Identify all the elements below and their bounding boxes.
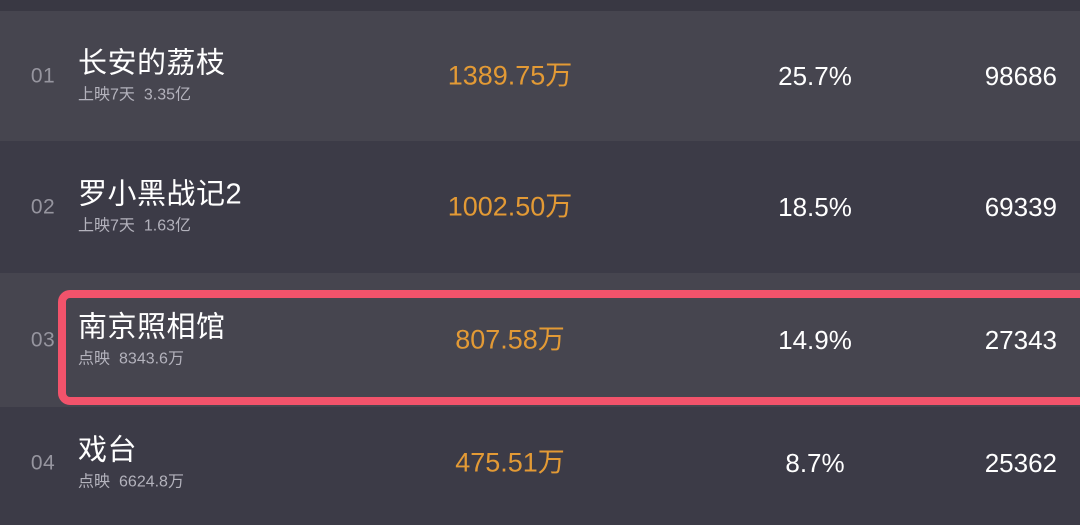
- total-gross: 6624.8万: [119, 473, 184, 491]
- box-office-share: 25.7%: [778, 61, 852, 91]
- movie-subtitle: 上映7天 3.35亿: [78, 87, 226, 105]
- movie-subtitle: 点映 8343.6万: [78, 351, 226, 369]
- row-rank: 03: [30, 328, 56, 352]
- total-gross: 8343.6万: [119, 350, 184, 368]
- row-rank: 01: [30, 64, 56, 88]
- total-gross: 1.63亿: [143, 217, 192, 235]
- release-status: 点映: [78, 473, 111, 491]
- movie-title: 罗小黑战记2: [78, 178, 243, 211]
- daily-box-office: 475.51万: [455, 447, 565, 478]
- table-row[interactable]: 02 罗小黑战记2 上映7天 1.63亿 1002.50万 18.5% 69339: [0, 141, 1080, 273]
- movie-info[interactable]: 戏台 点映 6624.8万: [78, 434, 184, 491]
- daily-box-office: 1389.75万: [447, 60, 573, 91]
- screening-count: 25362: [984, 448, 1057, 478]
- movie-info[interactable]: 南京照相馆 点映 8343.6万: [78, 311, 226, 368]
- table-row[interactable]: 04 戏台 点映 6624.8万 475.51万 8.7% 25362: [0, 407, 1080, 525]
- table-row[interactable]: 01 长安的荔枝 上映7天 3.35亿 1389.75万 25.7% 98686: [0, 11, 1080, 141]
- daily-box-office: 807.58万: [455, 324, 565, 355]
- table-row[interactable]: 03 南京照相馆 点映 8343.6万 807.58万 14.9% 27343: [0, 273, 1080, 407]
- movie-subtitle: 上映7天 1.63亿: [78, 218, 242, 236]
- movie-info[interactable]: 罗小黑战记2 上映7天 1.63亿: [78, 178, 242, 235]
- previous-row-edge: [0, 0, 1080, 11]
- screening-count: 27343: [984, 325, 1057, 355]
- box-office-share: 8.7%: [785, 448, 845, 478]
- movie-info[interactable]: 长安的荔枝 上映7天 3.35亿: [78, 47, 226, 104]
- box-office-share: 18.5%: [778, 192, 852, 222]
- total-gross: 3.35亿: [143, 86, 192, 104]
- row-rank: 02: [30, 195, 56, 219]
- box-office-share: 14.9%: [778, 325, 852, 355]
- movie-subtitle: 点映 6624.8万: [78, 474, 184, 492]
- release-status: 上映7天: [78, 86, 135, 104]
- movie-title: 南京照相馆: [78, 311, 226, 344]
- movie-title: 戏台: [78, 434, 138, 467]
- release-status: 点映: [78, 350, 111, 368]
- release-status: 上映7天: [78, 217, 135, 235]
- screening-count: 98686: [984, 61, 1057, 91]
- movie-title: 长安的荔枝: [78, 47, 226, 80]
- daily-box-office: 1002.50万: [447, 191, 573, 222]
- screening-count: 69339: [984, 192, 1057, 222]
- row-rank: 04: [30, 451, 56, 475]
